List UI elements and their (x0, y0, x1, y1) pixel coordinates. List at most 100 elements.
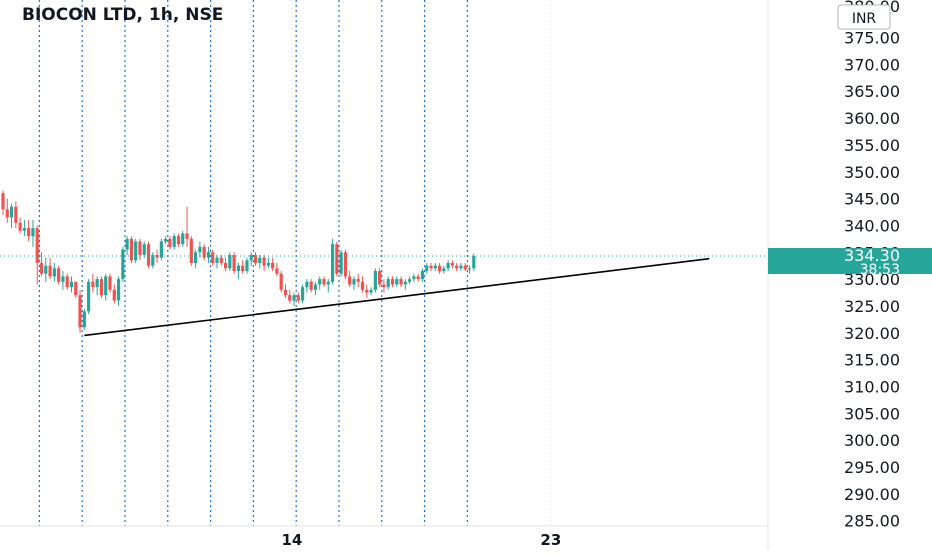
price-scale[interactable] (768, 0, 932, 550)
candle (159, 238, 163, 261)
price-tick-label: 340.00 (844, 216, 900, 235)
price-tick-label: 310.00 (844, 377, 900, 396)
candle-body (181, 233, 185, 245)
candle-body (373, 271, 377, 290)
candle-body (399, 279, 403, 285)
candle-body (420, 271, 425, 280)
candle (168, 236, 172, 250)
candle-body (168, 238, 172, 247)
candle-body (467, 268, 472, 270)
candle-body (335, 244, 339, 274)
candle (219, 254, 223, 266)
candle (69, 276, 74, 293)
candle (1, 190, 5, 215)
candle-body (253, 254, 258, 263)
last-price-badge (768, 248, 932, 274)
candle-body (48, 265, 52, 277)
price-tick-label: 365.00 (844, 82, 900, 101)
candle-body (95, 279, 99, 288)
candle (151, 252, 155, 269)
candle-body (365, 289, 369, 293)
candle (91, 273, 95, 293)
candle (181, 230, 185, 247)
candle-body (223, 263, 228, 269)
candle (258, 254, 262, 269)
candle (5, 198, 9, 223)
candle-body (450, 263, 454, 266)
candle-body (463, 265, 467, 270)
price-tick-label: 305.00 (844, 404, 900, 423)
candle-body (65, 276, 69, 288)
candle-body (44, 265, 48, 274)
candle (87, 279, 91, 314)
candle (369, 287, 373, 296)
candle (129, 236, 133, 263)
candle (326, 279, 330, 293)
candle-body (219, 257, 223, 263)
candle (194, 249, 198, 269)
candle (433, 263, 437, 272)
price-tick-label: 295.00 (844, 458, 900, 477)
candle-body (262, 257, 266, 266)
candle (446, 260, 450, 272)
price-tick-label: 350.00 (844, 163, 900, 182)
candle-body (236, 265, 240, 272)
candle (232, 252, 236, 274)
candle (330, 238, 335, 285)
candle (253, 252, 258, 266)
candle (146, 241, 151, 269)
candle (292, 292, 296, 306)
candle-body (35, 228, 39, 263)
candle-body (382, 284, 386, 288)
candle-body (437, 265, 442, 272)
candle (112, 284, 116, 304)
candle (108, 273, 112, 293)
candle (228, 252, 232, 272)
candle (266, 257, 270, 269)
candle (155, 249, 159, 263)
candle (348, 271, 352, 288)
currency-button[interactable] (837, 4, 891, 30)
candle-body (61, 276, 65, 282)
candle-body (232, 254, 236, 272)
candle (296, 292, 300, 304)
candle (215, 254, 219, 269)
price-tick-label: 375.00 (844, 29, 900, 48)
candle-body (5, 209, 9, 218)
candle (27, 220, 31, 242)
candle-body (279, 273, 283, 290)
price-tick-label: 315.00 (844, 351, 900, 370)
candle (339, 249, 343, 277)
trendline[interactable] (84, 257, 710, 337)
candle (288, 289, 292, 304)
candle (442, 265, 446, 274)
candle (301, 284, 305, 304)
candle (121, 246, 125, 282)
candle-body (125, 238, 129, 250)
candle (425, 263, 429, 274)
price-tick-label: 300.00 (844, 431, 900, 450)
candle (455, 263, 459, 272)
candle (279, 271, 283, 293)
candle (198, 241, 202, 258)
candle (450, 260, 454, 269)
candle-body (356, 279, 360, 282)
candle-body (249, 254, 253, 261)
candle (416, 273, 420, 282)
candle (429, 263, 433, 272)
candle-body (283, 289, 288, 296)
candle-body (275, 268, 279, 274)
candle (211, 249, 215, 266)
last-price-value: 334.30 (844, 246, 900, 265)
candle (399, 276, 403, 288)
candle-body (378, 271, 382, 285)
price-tick-label: 320.00 (844, 324, 900, 343)
candle (365, 284, 369, 298)
candle-body (151, 254, 155, 266)
candle (57, 265, 61, 285)
candle (9, 203, 14, 229)
candle (125, 236, 129, 255)
candle-body (22, 228, 26, 231)
